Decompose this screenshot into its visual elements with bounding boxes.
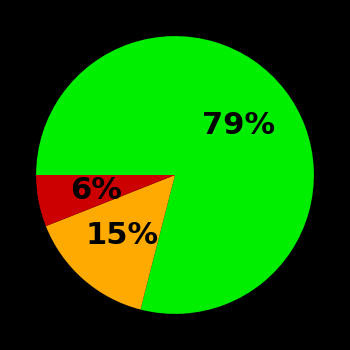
Wedge shape (46, 175, 175, 309)
Text: 79%: 79% (202, 111, 275, 140)
Text: 15%: 15% (85, 221, 158, 250)
Wedge shape (36, 175, 175, 226)
Text: 6%: 6% (70, 176, 122, 205)
Wedge shape (36, 36, 314, 314)
